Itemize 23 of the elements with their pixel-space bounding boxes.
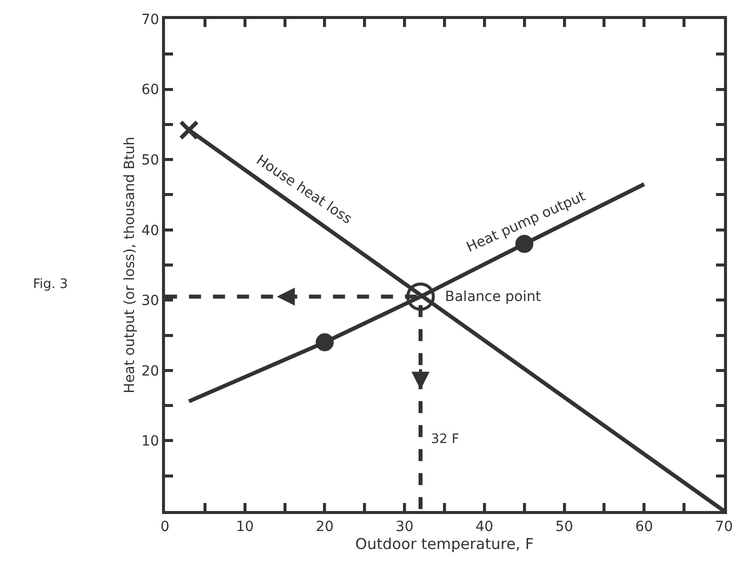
x-tick-label: 20 (316, 518, 334, 535)
point (316, 333, 334, 352)
annotation: 32 F (431, 432, 460, 447)
x-tick-label: 70 (715, 518, 733, 535)
x-tick-label: 60 (635, 518, 654, 535)
x-tick-label: 30 (396, 518, 414, 535)
caption: Fig. 3 (33, 277, 68, 292)
y-tick-label: 70 (141, 12, 160, 28)
y-axis-title: Heat output (or loss), thousand Btuh (122, 136, 138, 394)
y-tick-label: 50 (141, 152, 160, 168)
point (178, 120, 199, 140)
y-tick-label: 30 (141, 293, 160, 310)
x-tick-label: 40 (476, 518, 494, 535)
x-tick-label: 0 (160, 518, 170, 535)
x-tick-label: 50 (555, 518, 574, 535)
x-axis-title: Outdoor temperature, F (355, 534, 534, 553)
y-tick-label: 10 (141, 434, 160, 450)
annotation: Balance point (445, 289, 542, 305)
y-tick-label: 20 (141, 363, 160, 380)
x-tick-label: 10 (236, 518, 254, 535)
point (406, 282, 435, 311)
y-tick-label: 60 (141, 82, 160, 98)
y-tick-label: 40 (141, 222, 160, 239)
